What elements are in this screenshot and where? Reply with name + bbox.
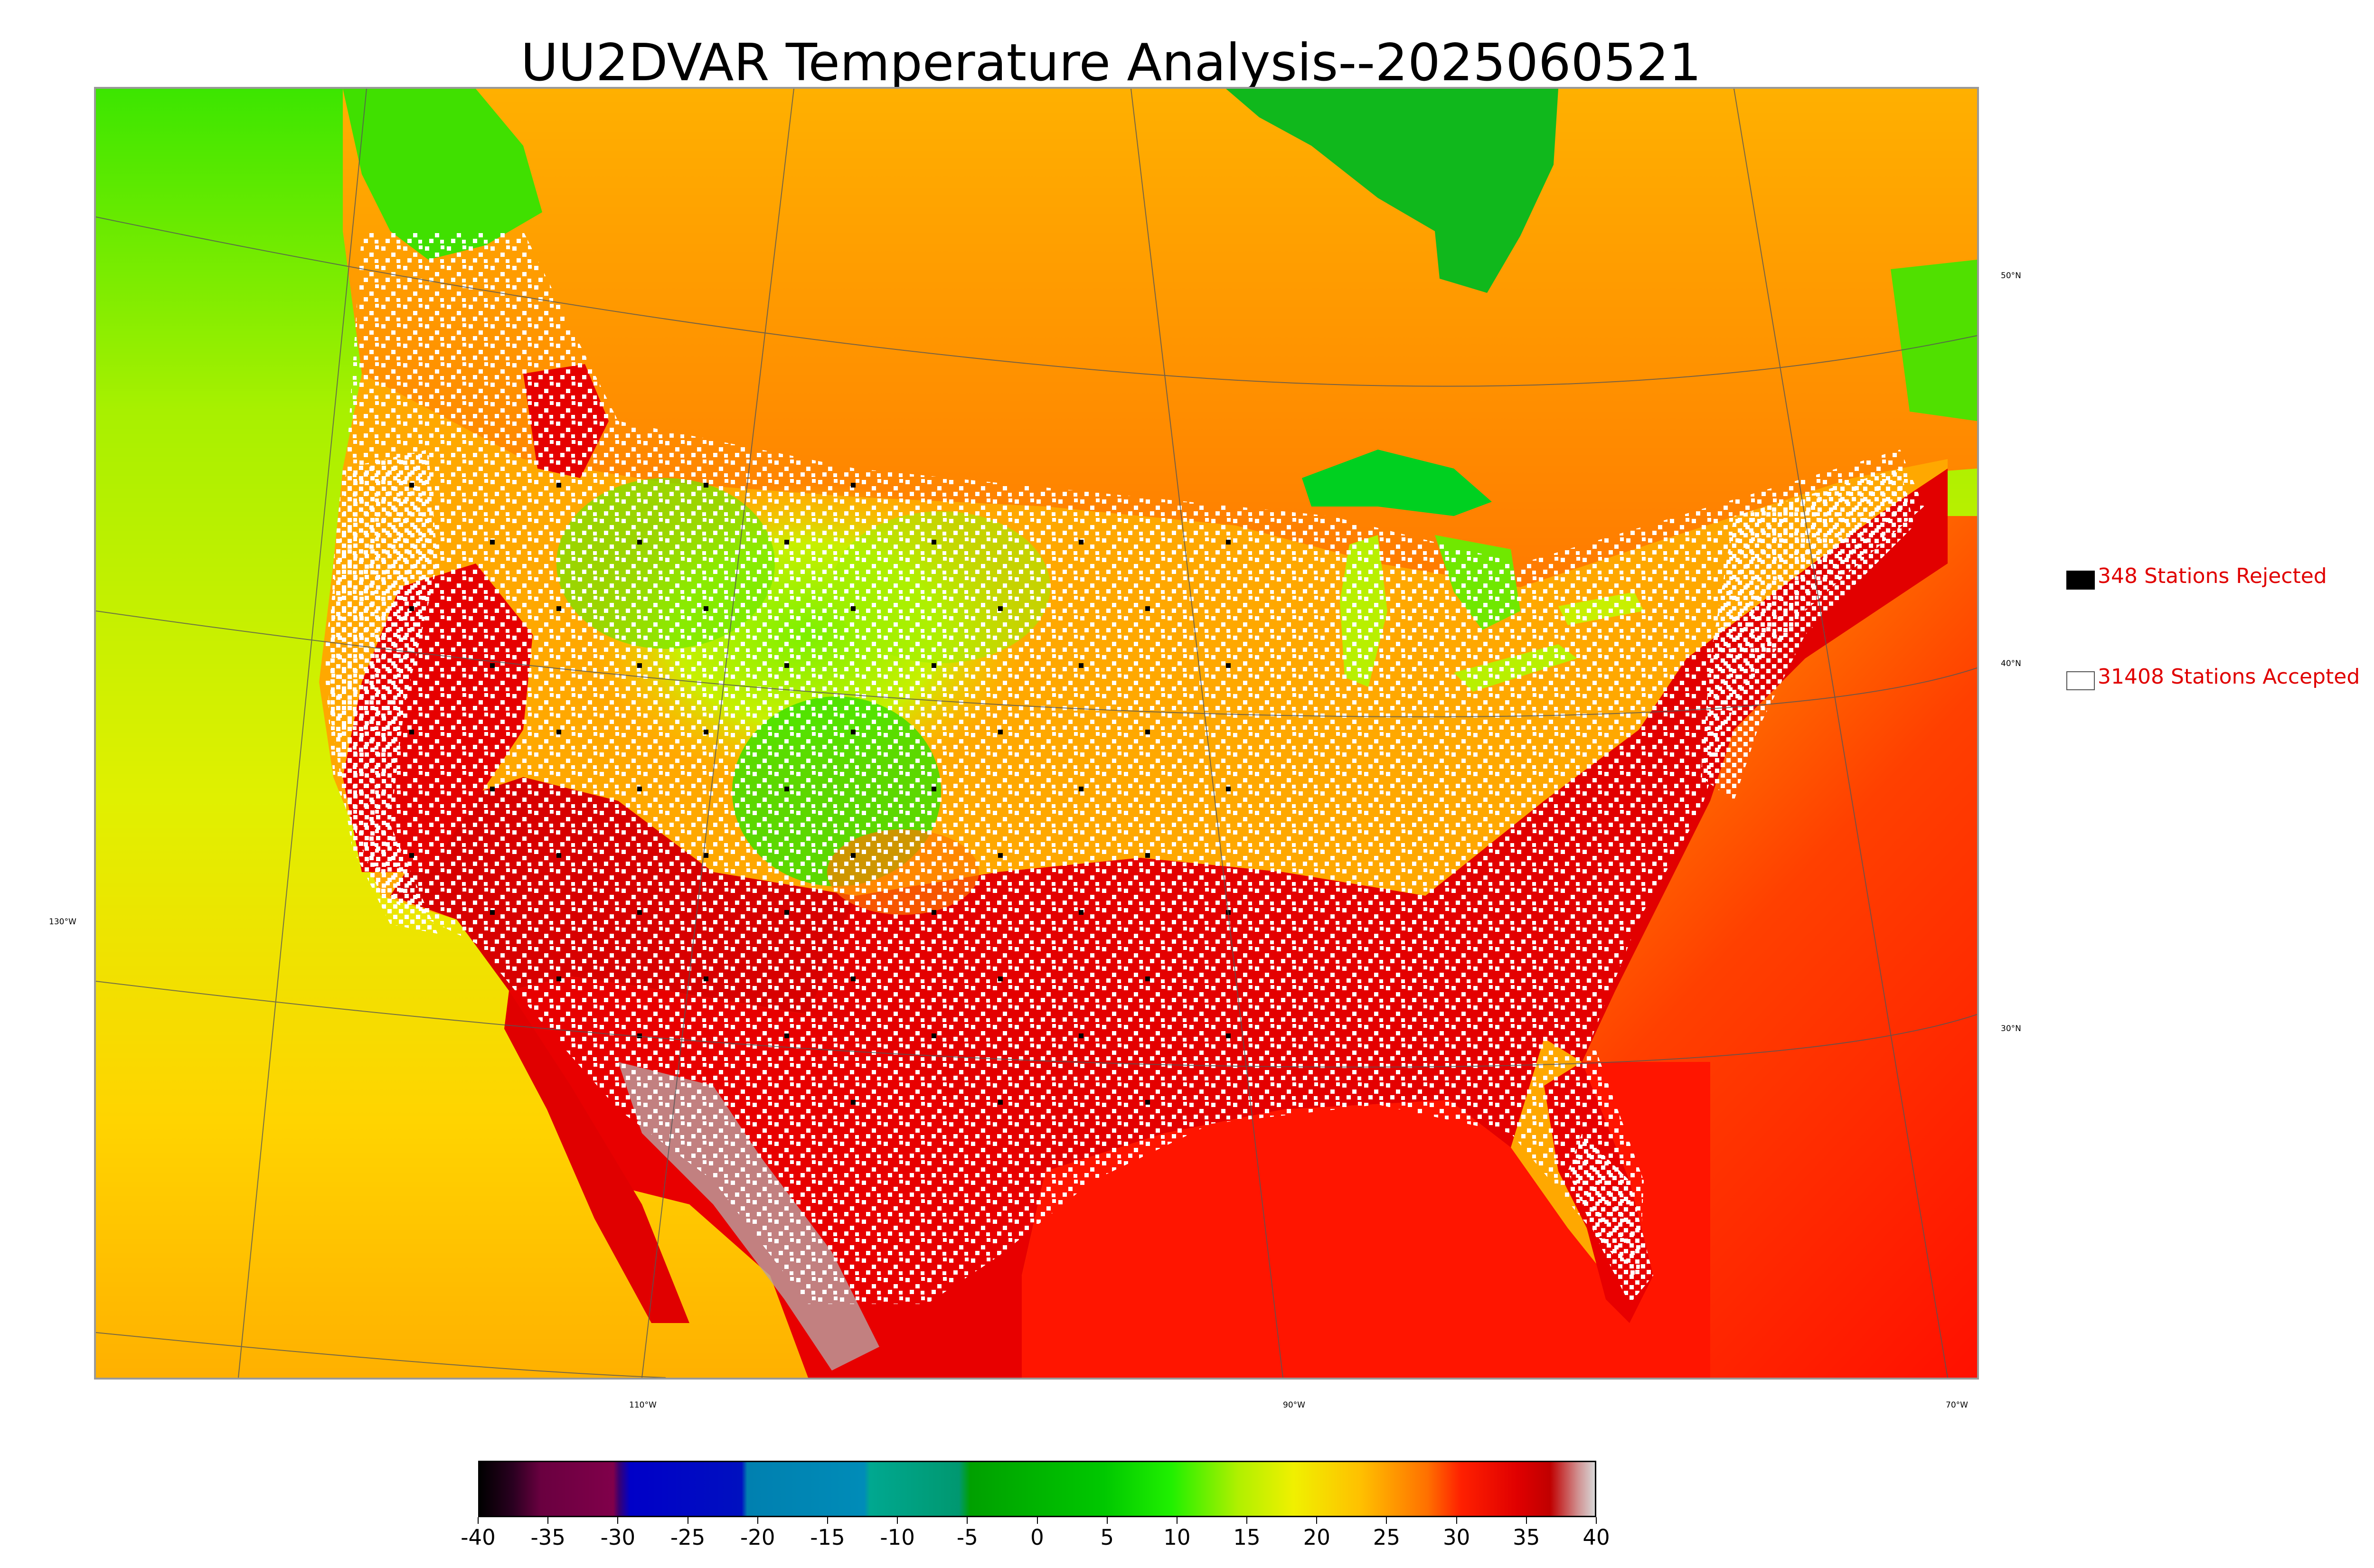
colorbar-tick-mark — [897, 1517, 898, 1524]
colorbar-tick-mark — [1106, 1517, 1108, 1524]
lat-label-30n: 30°N — [2001, 1024, 2021, 1033]
rejected-stations — [362, 421, 1235, 1133]
colorbar-tick-mark — [1526, 1517, 1527, 1524]
colorbar-tick-label: 35 — [1513, 1525, 1540, 1550]
colorbar-tick-mark — [1036, 1517, 1038, 1524]
hudson-bay — [1226, 89, 1558, 293]
colorbar-tick-label: -5 — [956, 1525, 978, 1550]
colorbar-tick-label: 30 — [1442, 1525, 1470, 1550]
colorbar-tick-label: -15 — [810, 1525, 845, 1550]
rejected-swatch — [2066, 571, 2095, 590]
lake-superior — [1302, 450, 1492, 516]
colorbar-tick-label: -30 — [600, 1525, 636, 1550]
canada-west-cold — [343, 89, 542, 260]
colorbar-tick-label: -35 — [530, 1525, 565, 1550]
colorbar-tick-mark — [1246, 1517, 1248, 1524]
lon-label-90w: 90°W — [1283, 1400, 1305, 1410]
colorbar — [478, 1461, 1596, 1517]
colorbar-tick-label: 25 — [1373, 1525, 1401, 1550]
colorbar-tick-label: 15 — [1233, 1525, 1261, 1550]
labrador-green — [1891, 260, 1977, 421]
accepted-label: 31408 Stations Accepted — [2098, 665, 2360, 689]
colorbar-tick-mark — [1176, 1517, 1178, 1524]
colorbar-tick-mark — [1316, 1517, 1318, 1524]
colorbar-tick-mark — [1596, 1517, 1597, 1524]
station-coverage-dense-east — [1701, 469, 1914, 801]
colorbar-tick-label: 20 — [1303, 1525, 1330, 1550]
colorbar-tick-label: -10 — [880, 1525, 915, 1550]
mexico-baja — [504, 991, 689, 1323]
rejected-label: 348 Stations Rejected — [2098, 564, 2327, 588]
colorbar-tick-label: 40 — [1583, 1525, 1610, 1550]
accepted-swatch — [2066, 671, 2095, 690]
lat-label-50n: 50°N — [2001, 271, 2021, 281]
colorbar-tick-label: 10 — [1163, 1525, 1191, 1550]
colorbar-tick-mark — [1456, 1517, 1457, 1524]
temperature-map[interactable] — [94, 87, 1979, 1380]
station-coverage-dense-florida — [1568, 1133, 1653, 1304]
lon-label-110w: 110°W — [629, 1400, 657, 1410]
colorbar-tick-label: 0 — [1030, 1525, 1044, 1550]
colorbar-tick-mark — [967, 1517, 968, 1524]
colorbar-tick-mark — [547, 1517, 549, 1524]
colorbar-tick-label: -40 — [461, 1525, 496, 1550]
lon-label-130w: 130°W — [49, 917, 76, 927]
colorbar-tick-mark — [478, 1517, 479, 1524]
page-title: UU2DVAR Temperature Analysis--2025060521 — [520, 33, 1702, 93]
graticule — [96, 89, 1977, 1378]
colorbar-tick-mark — [1386, 1517, 1387, 1524]
colorbar-tick-label: -25 — [670, 1525, 706, 1550]
colorbar-tick-label: -20 — [740, 1525, 775, 1550]
lat-label-40n: 40°N — [2001, 659, 2021, 668]
colorbar-tick-mark — [827, 1517, 828, 1524]
colorbar-tick-label: 5 — [1100, 1525, 1114, 1550]
colorbar-tick-mark — [757, 1517, 758, 1524]
colorbar-tick-mark — [617, 1517, 619, 1524]
lon-label-70w: 70°W — [1946, 1400, 1968, 1410]
